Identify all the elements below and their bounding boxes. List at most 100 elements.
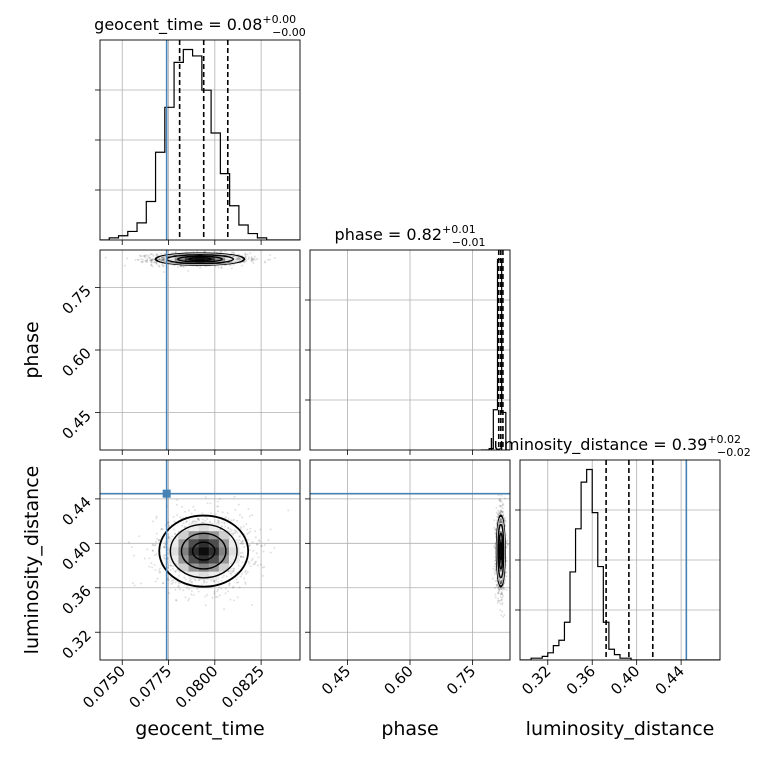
- sample-point: [148, 257, 151, 260]
- sample-point: [155, 532, 158, 535]
- density-cell: [208, 555, 220, 564]
- sample-point: [170, 582, 173, 585]
- sample-point: [499, 505, 502, 508]
- sample-point: [238, 535, 241, 538]
- sample-point: [497, 587, 500, 590]
- sample-point: [153, 554, 156, 557]
- sample-point: [503, 497, 506, 500]
- sample-point: [217, 520, 220, 523]
- x-tick-label: 0.40: [607, 662, 643, 698]
- density-cell: [500, 571, 502, 580]
- sample-point: [193, 508, 196, 511]
- sample-point: [187, 269, 190, 272]
- sample-point: [230, 251, 233, 254]
- sample-point: [505, 575, 508, 578]
- sample-point: [238, 513, 241, 516]
- sample-point: [206, 502, 209, 505]
- panel-geocent_time-hist: geocent_time = 0.08+0.00 −0.00: [94, 13, 306, 245]
- sample-point: [195, 520, 198, 523]
- sample-point: [273, 256, 276, 259]
- sample-point: [254, 536, 257, 539]
- sample-point: [168, 537, 171, 540]
- sample-point: [161, 259, 164, 262]
- sample-point: [220, 250, 223, 253]
- sample-point: [493, 571, 496, 574]
- title-equals: =: [203, 15, 227, 34]
- title-minus: −0.01: [452, 236, 486, 249]
- sample-point: [497, 599, 500, 602]
- sample-point: [218, 497, 221, 500]
- sample-point: [218, 586, 221, 589]
- sample-point: [501, 593, 504, 596]
- sample-point: [501, 510, 504, 513]
- sample-point: [501, 511, 504, 514]
- sample-point: [232, 585, 235, 588]
- sample-point: [234, 531, 237, 534]
- density-cell: [500, 547, 502, 556]
- sample-point: [503, 613, 506, 616]
- sample-point: [123, 264, 126, 267]
- sample-point: [249, 252, 252, 255]
- sample-point: [246, 528, 249, 531]
- sample-point: [187, 509, 190, 512]
- sample-point: [499, 511, 502, 514]
- sample-point: [173, 520, 176, 523]
- x-tick-label: 0.0775: [125, 662, 175, 712]
- sample-point: [154, 543, 157, 546]
- contour-level: [498, 532, 504, 570]
- sample-point: [162, 259, 165, 262]
- sample-point: [224, 525, 227, 528]
- sample-point: [221, 511, 224, 514]
- sample-point: [229, 598, 232, 601]
- title-equals: =: [383, 225, 407, 244]
- sample-point: [160, 528, 163, 531]
- sample-point: [141, 260, 144, 263]
- sample-point: [496, 584, 499, 587]
- sample-point: [156, 254, 159, 257]
- sample-point: [493, 519, 496, 522]
- sample-point: [239, 527, 242, 530]
- sample-point: [149, 256, 152, 259]
- sample-point: [179, 516, 182, 519]
- sample-point: [497, 591, 500, 594]
- sample-point: [224, 592, 227, 595]
- sample-point: [179, 582, 182, 585]
- sample-point: [157, 264, 160, 267]
- sample-point: [162, 258, 165, 261]
- sample-point: [227, 526, 230, 529]
- sample-point: [162, 554, 165, 557]
- sample-point: [150, 258, 153, 261]
- sample-point: [500, 521, 503, 524]
- sample-point: [245, 572, 248, 575]
- sample-point: [152, 258, 155, 261]
- density-cell: [168, 555, 179, 564]
- sample-point: [163, 257, 166, 260]
- sample-point: [197, 590, 200, 593]
- y-tick-label: 0.45: [58, 407, 94, 443]
- sample-point: [494, 587, 497, 590]
- density-cell: [215, 255, 226, 258]
- sample-point: [500, 614, 503, 617]
- sample-point: [497, 494, 500, 497]
- sample-point: [494, 528, 497, 531]
- y-tick-label: 0.40: [58, 537, 94, 573]
- sample-point: [220, 521, 223, 524]
- y-tick-label: 0.60: [58, 344, 94, 380]
- sample-point: [501, 507, 504, 510]
- title-equals: =: [648, 435, 672, 454]
- sample-point: [217, 588, 220, 591]
- sample-point: [263, 565, 266, 568]
- x-tick-label: 0.32: [518, 662, 554, 698]
- sample-point: [496, 586, 499, 589]
- sample-point: [232, 569, 235, 572]
- sample-point: [211, 596, 214, 599]
- sample-point: [498, 499, 501, 502]
- sample-point: [150, 261, 153, 264]
- y-axis-label: luminosity_distance: [21, 466, 43, 655]
- sample-point: [154, 569, 157, 572]
- sample-point: [184, 510, 187, 513]
- density-cell: [178, 530, 189, 540]
- sample-point: [199, 266, 202, 269]
- sample-point: [255, 552, 258, 555]
- density-cell: [178, 563, 189, 572]
